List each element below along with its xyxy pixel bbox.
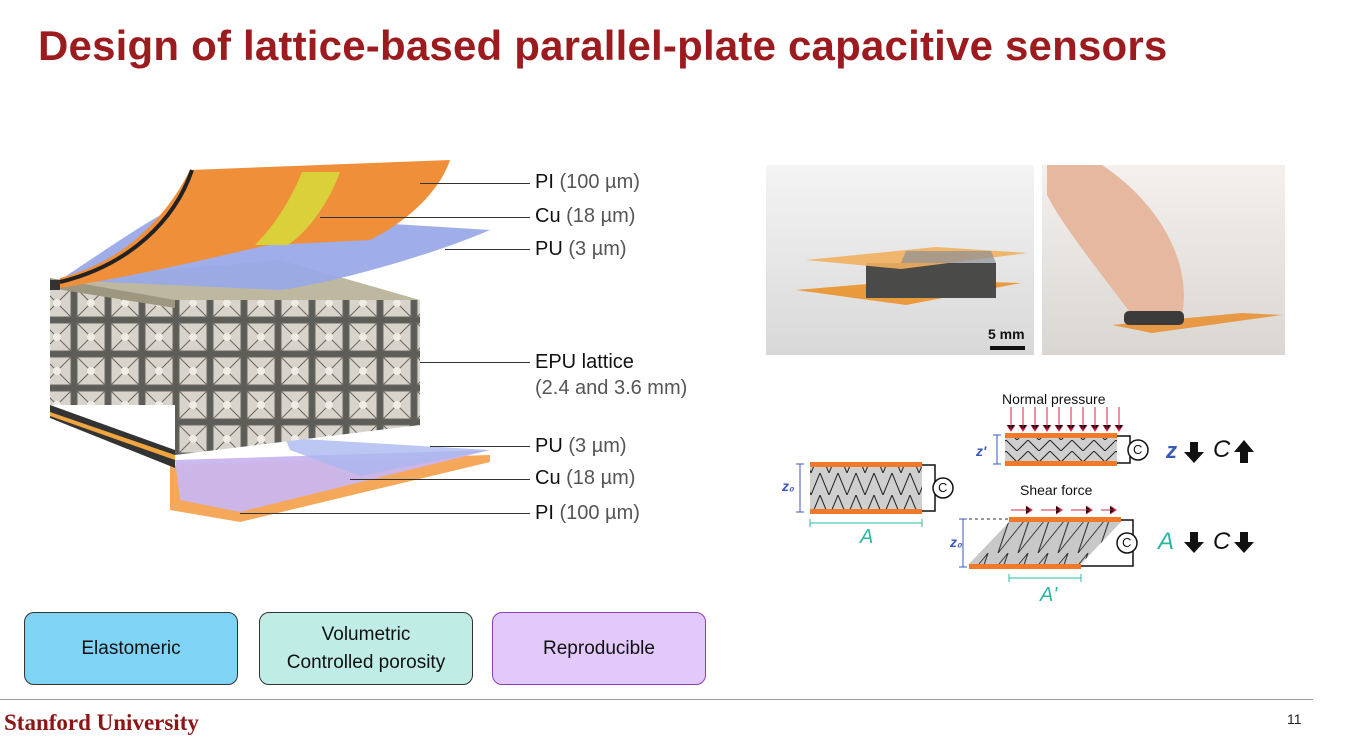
sensor-photo: 5 mm — [766, 165, 1034, 355]
scale-bar — [990, 346, 1025, 350]
property-box-reproducible: Reproducible — [492, 612, 706, 685]
sensing-mechanism-diagram — [796, 407, 1254, 582]
c-symbol-shear: C — [1213, 528, 1231, 555]
property-label: Volumetric — [321, 623, 411, 645]
layer-label-pu-top: PU (3 µm) — [535, 238, 627, 260]
z-symbol: z — [1166, 438, 1177, 463]
layer-label-pu-bottom: PU (3 µm) — [535, 435, 627, 457]
capacitor-symbol-base: C — [938, 480, 948, 495]
z0-label-left: z₀ — [782, 478, 795, 494]
stanford-logo: Stanford University — [4, 710, 199, 735]
shear-force-label: Shear force — [1020, 482, 1093, 498]
area-prime-label: A' — [1040, 584, 1058, 606]
property-box-elastomeric: Elastomeric — [24, 612, 238, 685]
layer-label-pi-bottom: PI (100 µm) — [535, 502, 640, 524]
property-label: Reproducible — [543, 637, 655, 659]
finger-press-photo — [1042, 165, 1285, 355]
slide-title: Design of lattice-based parallel-plate c… — [38, 22, 1168, 69]
a-symbol: A — [1158, 528, 1175, 555]
capacitor-symbol-normal: C — [1133, 442, 1143, 457]
leader-line — [430, 446, 530, 447]
property-label: Controlled porosity — [286, 651, 446, 673]
normal-pressure-label: Normal pressure — [1002, 391, 1106, 407]
layer-label-cu-top: Cu (18 µm) — [535, 205, 636, 227]
z0-label-shear: z₀ — [950, 534, 963, 550]
layer-label-cu-bottom: Cu (18 µm) — [535, 467, 636, 489]
scale-bar-label: 5 mm — [988, 326, 1025, 342]
layer-label-pi-top: PI (100 µm) — [535, 171, 640, 193]
property-label: Elastomeric — [81, 637, 181, 659]
leader-line — [350, 479, 530, 480]
leader-line — [420, 183, 530, 184]
z-prime-label: z' — [976, 443, 987, 459]
page-number: 11 — [1287, 711, 1302, 727]
leader-line — [240, 513, 530, 514]
layer-label-epu-thickness: (2.4 and 3.6 mm) — [535, 377, 688, 399]
leader-line — [445, 249, 530, 250]
area-label: A — [860, 526, 874, 548]
property-box-volumetric: Volumetric Controlled porosity — [259, 612, 473, 685]
sensor-layer-illustration — [50, 160, 490, 522]
leader-line — [320, 217, 530, 218]
capacitor-symbol-shear: C — [1122, 535, 1132, 550]
layer-label-epu-lattice: EPU lattice — [535, 351, 634, 373]
c-symbol-normal: C — [1213, 436, 1231, 463]
leader-line — [420, 362, 530, 363]
footer-divider — [0, 699, 1313, 700]
